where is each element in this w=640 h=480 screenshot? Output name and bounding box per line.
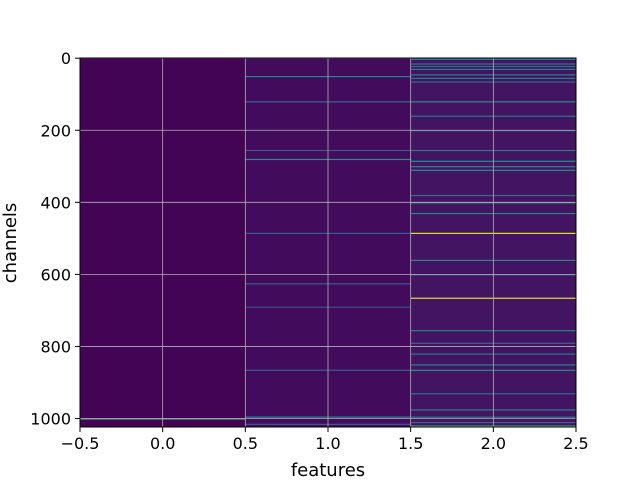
y-tick-label: 800 (40, 337, 71, 356)
plot-area (80, 58, 576, 427)
x-axis: −0.5 0.0 0.5 1.0 1.5 2.0 2.5 (61, 427, 589, 453)
y-tick-label: 0 (61, 49, 71, 68)
x-tick-label: 2.0 (481, 434, 506, 453)
y-axis: 0 200 400 600 800 1000 (30, 49, 80, 429)
y-tick-label: 400 (40, 193, 71, 212)
x-axis-label: features (291, 460, 365, 480)
y-tick-label: 200 (40, 121, 71, 140)
y-axis-label: channels (0, 203, 21, 284)
x-tick-label: 1.5 (398, 434, 423, 453)
x-tick-label: 1.0 (315, 434, 340, 453)
x-tick-label: 0.5 (233, 434, 258, 453)
x-tick-label: 0.0 (150, 434, 175, 453)
y-tick-label: 1000 (30, 410, 71, 429)
x-tick-label: −0.5 (61, 434, 100, 453)
y-tick-label: 600 (40, 265, 71, 284)
x-tick-label: 2.5 (563, 434, 588, 453)
